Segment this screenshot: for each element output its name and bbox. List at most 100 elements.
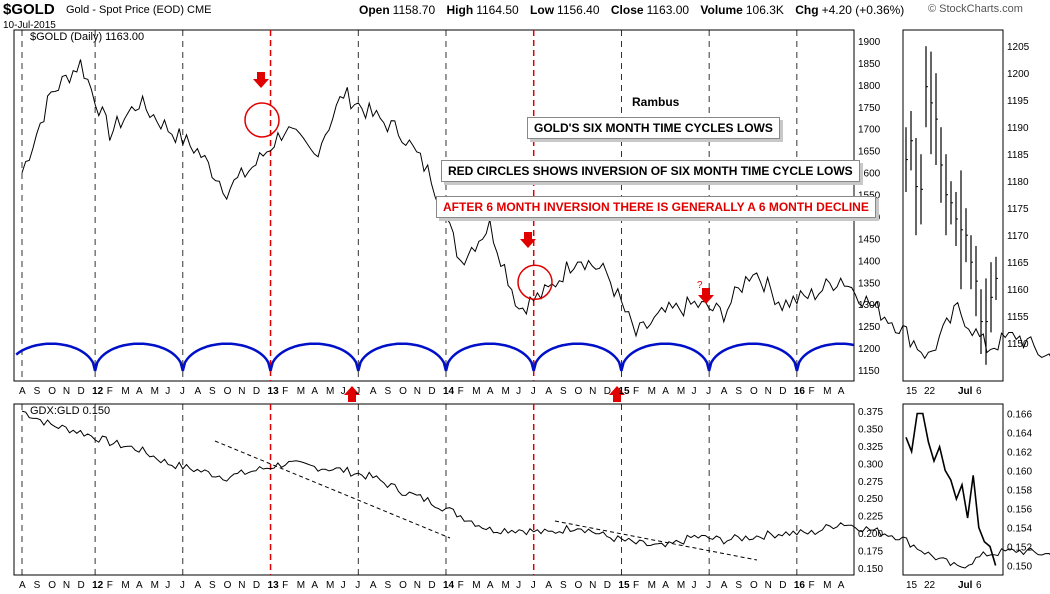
y-tick-label: 1700 xyxy=(858,125,881,136)
x-tick-label: N xyxy=(63,580,70,591)
y-tick-label: 0.150 xyxy=(858,564,883,575)
x-tick-label: M xyxy=(121,386,129,397)
x-tick-label: M xyxy=(326,580,334,591)
x-tick-label: O xyxy=(224,386,232,397)
x-tick-label: J xyxy=(706,580,711,591)
annotation-decline: AFTER 6 MONTH INVERSION THERE IS GENERAL… xyxy=(436,196,876,218)
trendline-lower xyxy=(554,520,758,561)
author-label: Rambus xyxy=(632,95,680,109)
side-x-tick: 22 xyxy=(924,386,936,397)
x-tick-label: M xyxy=(648,580,656,591)
y-tick-label: 0.325 xyxy=(858,442,883,453)
y-tick-label: 1900 xyxy=(858,37,881,48)
close-value: 1163.00 xyxy=(646,3,690,17)
up-arrow-marker xyxy=(609,386,625,402)
x-tick-label: D xyxy=(428,580,435,591)
open-label: Open xyxy=(359,3,390,17)
volume-label: Volume xyxy=(700,3,743,17)
cycle-arch xyxy=(93,342,185,372)
cycle-arch xyxy=(620,342,711,372)
side-x-tick: 15 xyxy=(906,386,918,397)
x-tick-label: 14 xyxy=(443,386,455,397)
x-tick-label: 13 xyxy=(268,386,280,397)
x-tick-label: D xyxy=(253,386,260,397)
x-tick-label: M xyxy=(472,580,480,591)
side-x-tick: 15 xyxy=(906,580,918,591)
y-tick-label: 1150 xyxy=(858,366,880,377)
trendline-upper xyxy=(214,440,451,539)
exchange: CME xyxy=(187,4,212,16)
x-tick-label: M xyxy=(297,580,305,591)
x-tick-label: N xyxy=(238,580,245,591)
x-tick-label: N xyxy=(63,386,70,397)
x-tick-label: M xyxy=(121,580,129,591)
x-tick-label: A xyxy=(838,386,845,397)
side-y-tick: 1185 xyxy=(1007,150,1029,161)
x-tick-label: S xyxy=(560,580,567,591)
side-y-tick: 0.150 xyxy=(1007,562,1032,573)
x-tick-label: O xyxy=(750,580,758,591)
ohlc-readout: Open 1158.70 High 1164.50 Low 1156.40 Close… xyxy=(359,3,912,17)
x-tick-label: 16 xyxy=(794,580,806,591)
x-tick-label: A xyxy=(194,386,201,397)
x-tick-label: A xyxy=(19,580,26,591)
x-tick-label: J xyxy=(180,386,185,397)
side-x-tick: 22 xyxy=(924,580,936,591)
date: 10-Jul-2015 xyxy=(3,20,56,31)
inversion-circle xyxy=(517,264,553,301)
chg-label: Chg xyxy=(795,3,819,17)
brand-link[interactable]: © StockCharts.com xyxy=(928,3,1023,15)
x-tick-label: M xyxy=(823,580,831,591)
side-x-tick: Jul xyxy=(958,386,973,397)
side-x-tick: 6 xyxy=(976,386,982,397)
x-tick-label: D xyxy=(604,386,611,397)
y-tick-label: 1650 xyxy=(858,147,881,158)
side-y-tick: 0.156 xyxy=(1007,505,1032,516)
x-tick-label: F xyxy=(633,580,639,591)
x-tick-label: S xyxy=(34,386,41,397)
x-tick-label: S xyxy=(209,580,216,591)
x-tick-label: J xyxy=(516,386,521,397)
cycle-arch xyxy=(181,342,272,372)
x-tick-label: N xyxy=(238,386,245,397)
side-y-tick: 1205 xyxy=(1007,42,1030,53)
x-tick-label: D xyxy=(253,580,260,591)
side-y-tick: 1160 xyxy=(1007,285,1029,296)
y-tick-label: 1850 xyxy=(858,59,881,70)
x-tick-label: J xyxy=(165,580,170,591)
x-tick-label: S xyxy=(385,580,392,591)
side-y-tick: 1180 xyxy=(1007,177,1029,188)
x-tick-label: M xyxy=(151,580,159,591)
side-bottom-frame xyxy=(902,403,1004,576)
cycle-arch xyxy=(532,342,623,372)
x-tick-label: N xyxy=(414,386,421,397)
x-tick-label: A xyxy=(721,386,728,397)
top-panel-title: $GOLD (Daily) 1163.00 xyxy=(30,31,144,43)
x-tick-label: S xyxy=(560,386,567,397)
x-tick-label: A xyxy=(662,580,669,591)
gdx-gld-ratio-line xyxy=(21,410,1050,569)
x-tick-label: A xyxy=(545,386,552,397)
y-tick-label: 1400 xyxy=(858,256,881,267)
down-arrow-marker xyxy=(698,288,714,304)
y-tick-label: 0.200 xyxy=(858,529,883,540)
x-tick-label: A xyxy=(370,580,377,591)
down-arrow-marker xyxy=(253,72,269,88)
x-tick-label: O xyxy=(48,386,56,397)
x-tick-label: M xyxy=(823,386,831,397)
side-y-tick: 1170 xyxy=(1007,231,1029,242)
y-tick-label: 0.225 xyxy=(858,512,883,523)
y-tick-label: 0.350 xyxy=(858,424,883,435)
x-tick-label: A xyxy=(545,580,552,591)
y-tick-label: 0.375 xyxy=(858,407,883,418)
description: Gold - Spot Price (EOD) CME xyxy=(66,4,212,16)
x-tick-label: O xyxy=(575,580,583,591)
x-tick-label: J xyxy=(531,580,536,591)
side-ratio-line xyxy=(905,412,997,566)
x-tick-label: M xyxy=(151,386,159,397)
down-arrow-marker xyxy=(520,232,536,248)
x-tick-label: M xyxy=(677,386,685,397)
x-tick-label: A xyxy=(721,580,728,591)
side-y-tick: 1195 xyxy=(1007,96,1029,107)
y-tick-label: 1200 xyxy=(858,344,881,355)
